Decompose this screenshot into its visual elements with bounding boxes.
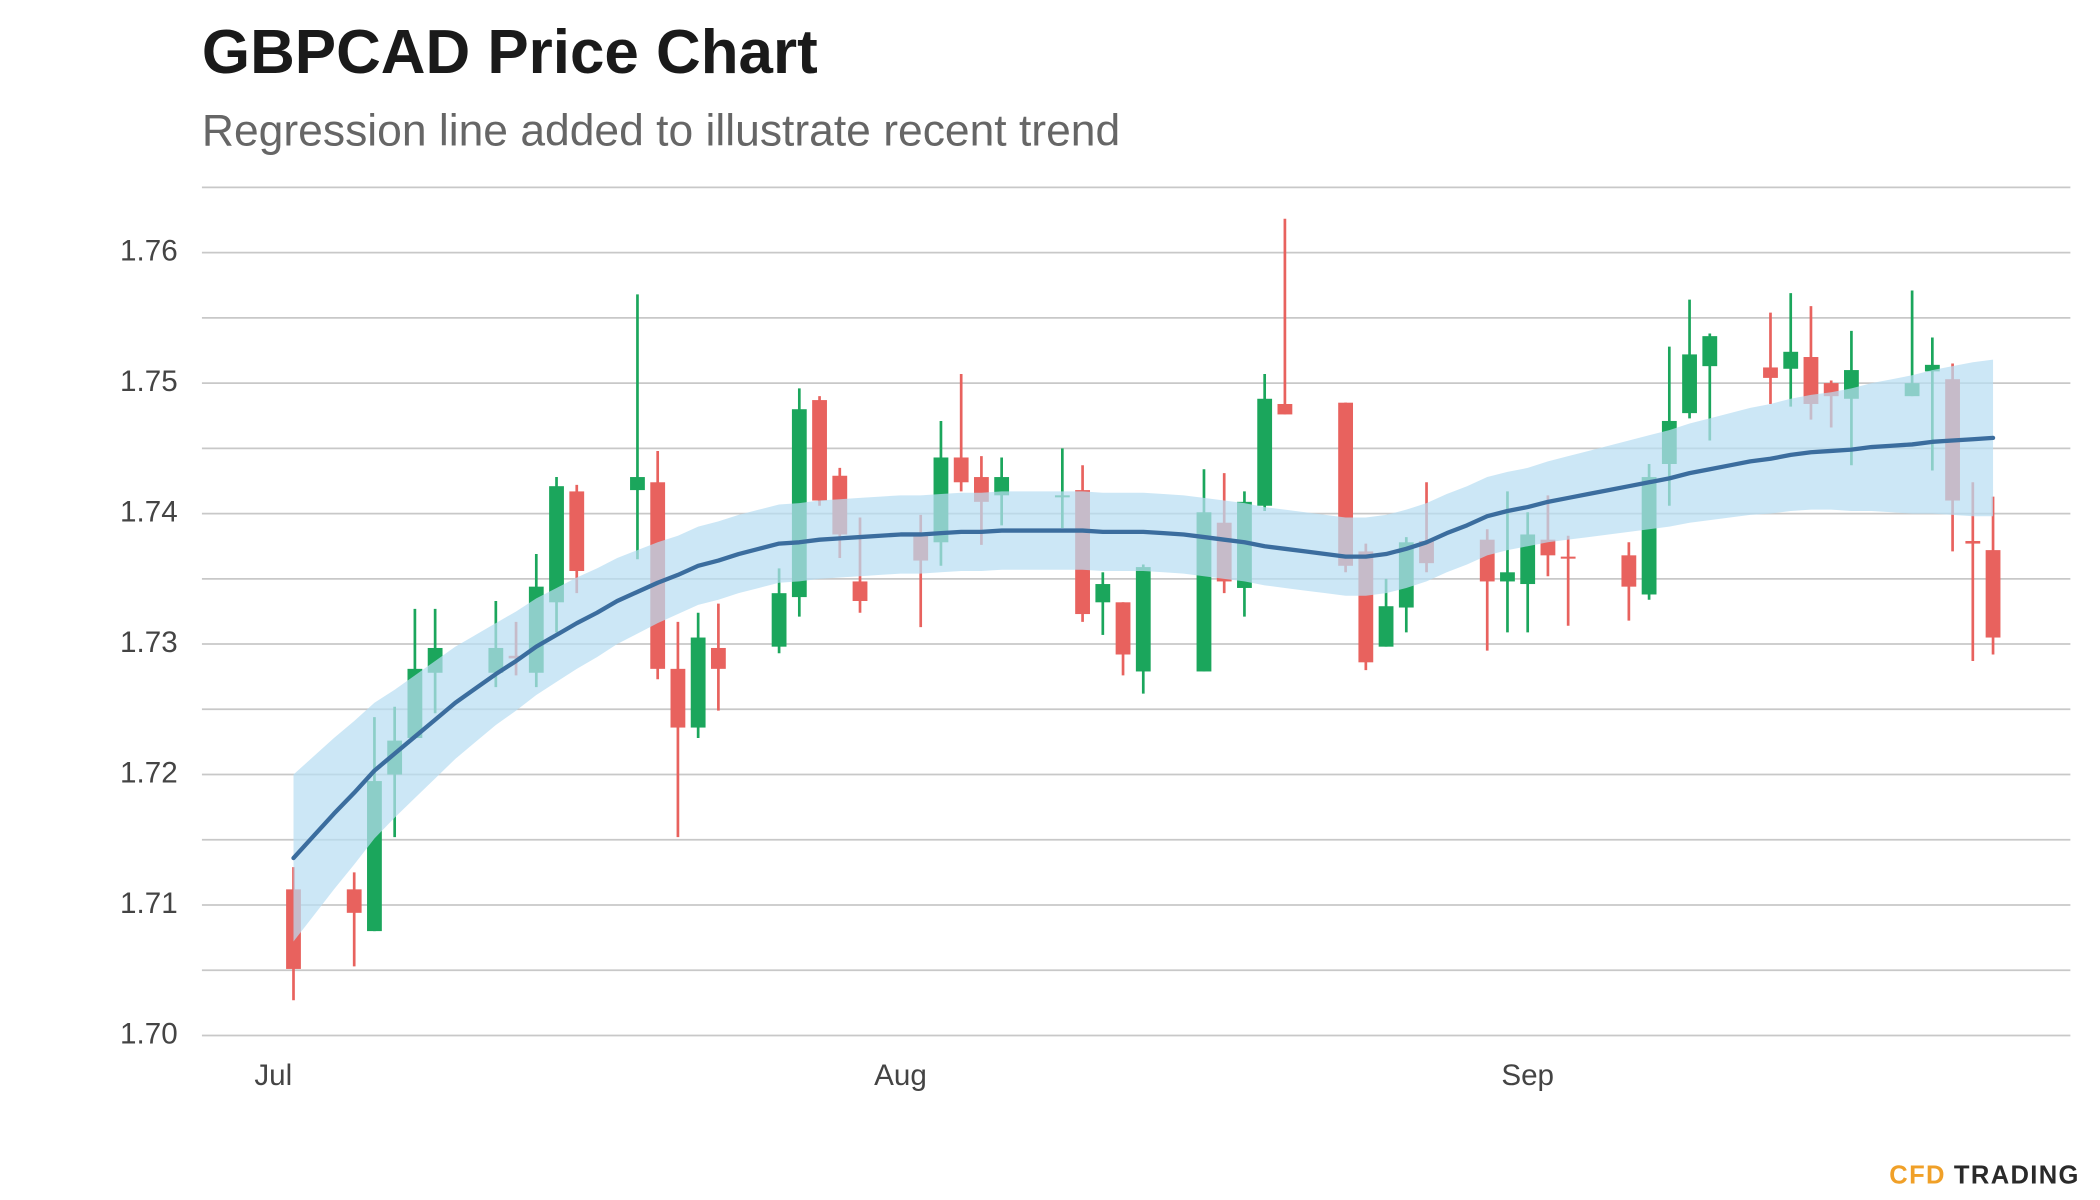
regression-line: [291, 435, 1996, 861]
chart-subtitle: Regression line added to illustrate rece…: [202, 107, 1120, 156]
x-tick-label: Sep: [1501, 1059, 1554, 1092]
regression: [291, 359, 1996, 942]
candle-body: [1135, 567, 1151, 672]
candle-body: [1621, 555, 1637, 587]
y-tick-label: 1.73: [120, 626, 178, 659]
x-tick-label: Aug: [874, 1059, 927, 1092]
candle-body: [1924, 364, 1940, 372]
confidence-band: [293, 359, 1994, 942]
chart-title: GBPCAD Price Chart: [202, 18, 818, 87]
candle-body: [670, 668, 686, 728]
candle-body: [1682, 354, 1697, 414]
candle-body: [771, 593, 787, 647]
candle-body: [812, 400, 827, 501]
x-tick-label: Jul: [254, 1059, 292, 1092]
candle-body: [1763, 367, 1778, 378]
y-tick-label: 1.75: [120, 365, 178, 398]
candle-body: [1257, 398, 1273, 506]
candle-body: [346, 889, 362, 913]
y-tick-label: 1.74: [120, 495, 178, 528]
candle-body: [953, 457, 969, 483]
candle-body: [994, 477, 1010, 496]
candle-body: [549, 486, 564, 603]
candle-body: [1378, 606, 1394, 647]
candle-body: [1965, 540, 1981, 544]
y-tick-label: 1.71: [120, 887, 178, 920]
candle-body: [852, 581, 868, 602]
y-tick-label: 1.70: [120, 1017, 178, 1050]
candle-body: [1702, 336, 1718, 367]
candle-body: [690, 637, 706, 728]
logo: CFD TRADING: [1889, 1162, 2080, 1190]
candle-body: [630, 477, 645, 491]
candle-body: [1985, 550, 2001, 638]
candle-body: [1095, 584, 1111, 603]
candle-body: [710, 647, 726, 669]
logo-cfd: CFD: [1889, 1162, 1946, 1190]
axis-labels: 1.70 1.71 1.72 1.73 1.74 1.75 1.76 Jul Aug Sep: [120, 234, 1554, 1092]
candle-body: [1277, 403, 1293, 415]
candle-body: [1500, 572, 1515, 582]
candle-body: [1540, 539, 1556, 556]
candle-body: [1115, 602, 1131, 655]
y-tick-label: 1.76: [120, 234, 178, 267]
candle-body: [1803, 357, 1819, 404]
candle-body: [1560, 556, 1576, 559]
candle-body: [1783, 351, 1799, 369]
y-tick-label: 1.72: [120, 756, 178, 789]
candle-body: [569, 491, 585, 571]
logo-trading: TRADING: [1954, 1162, 2080, 1190]
